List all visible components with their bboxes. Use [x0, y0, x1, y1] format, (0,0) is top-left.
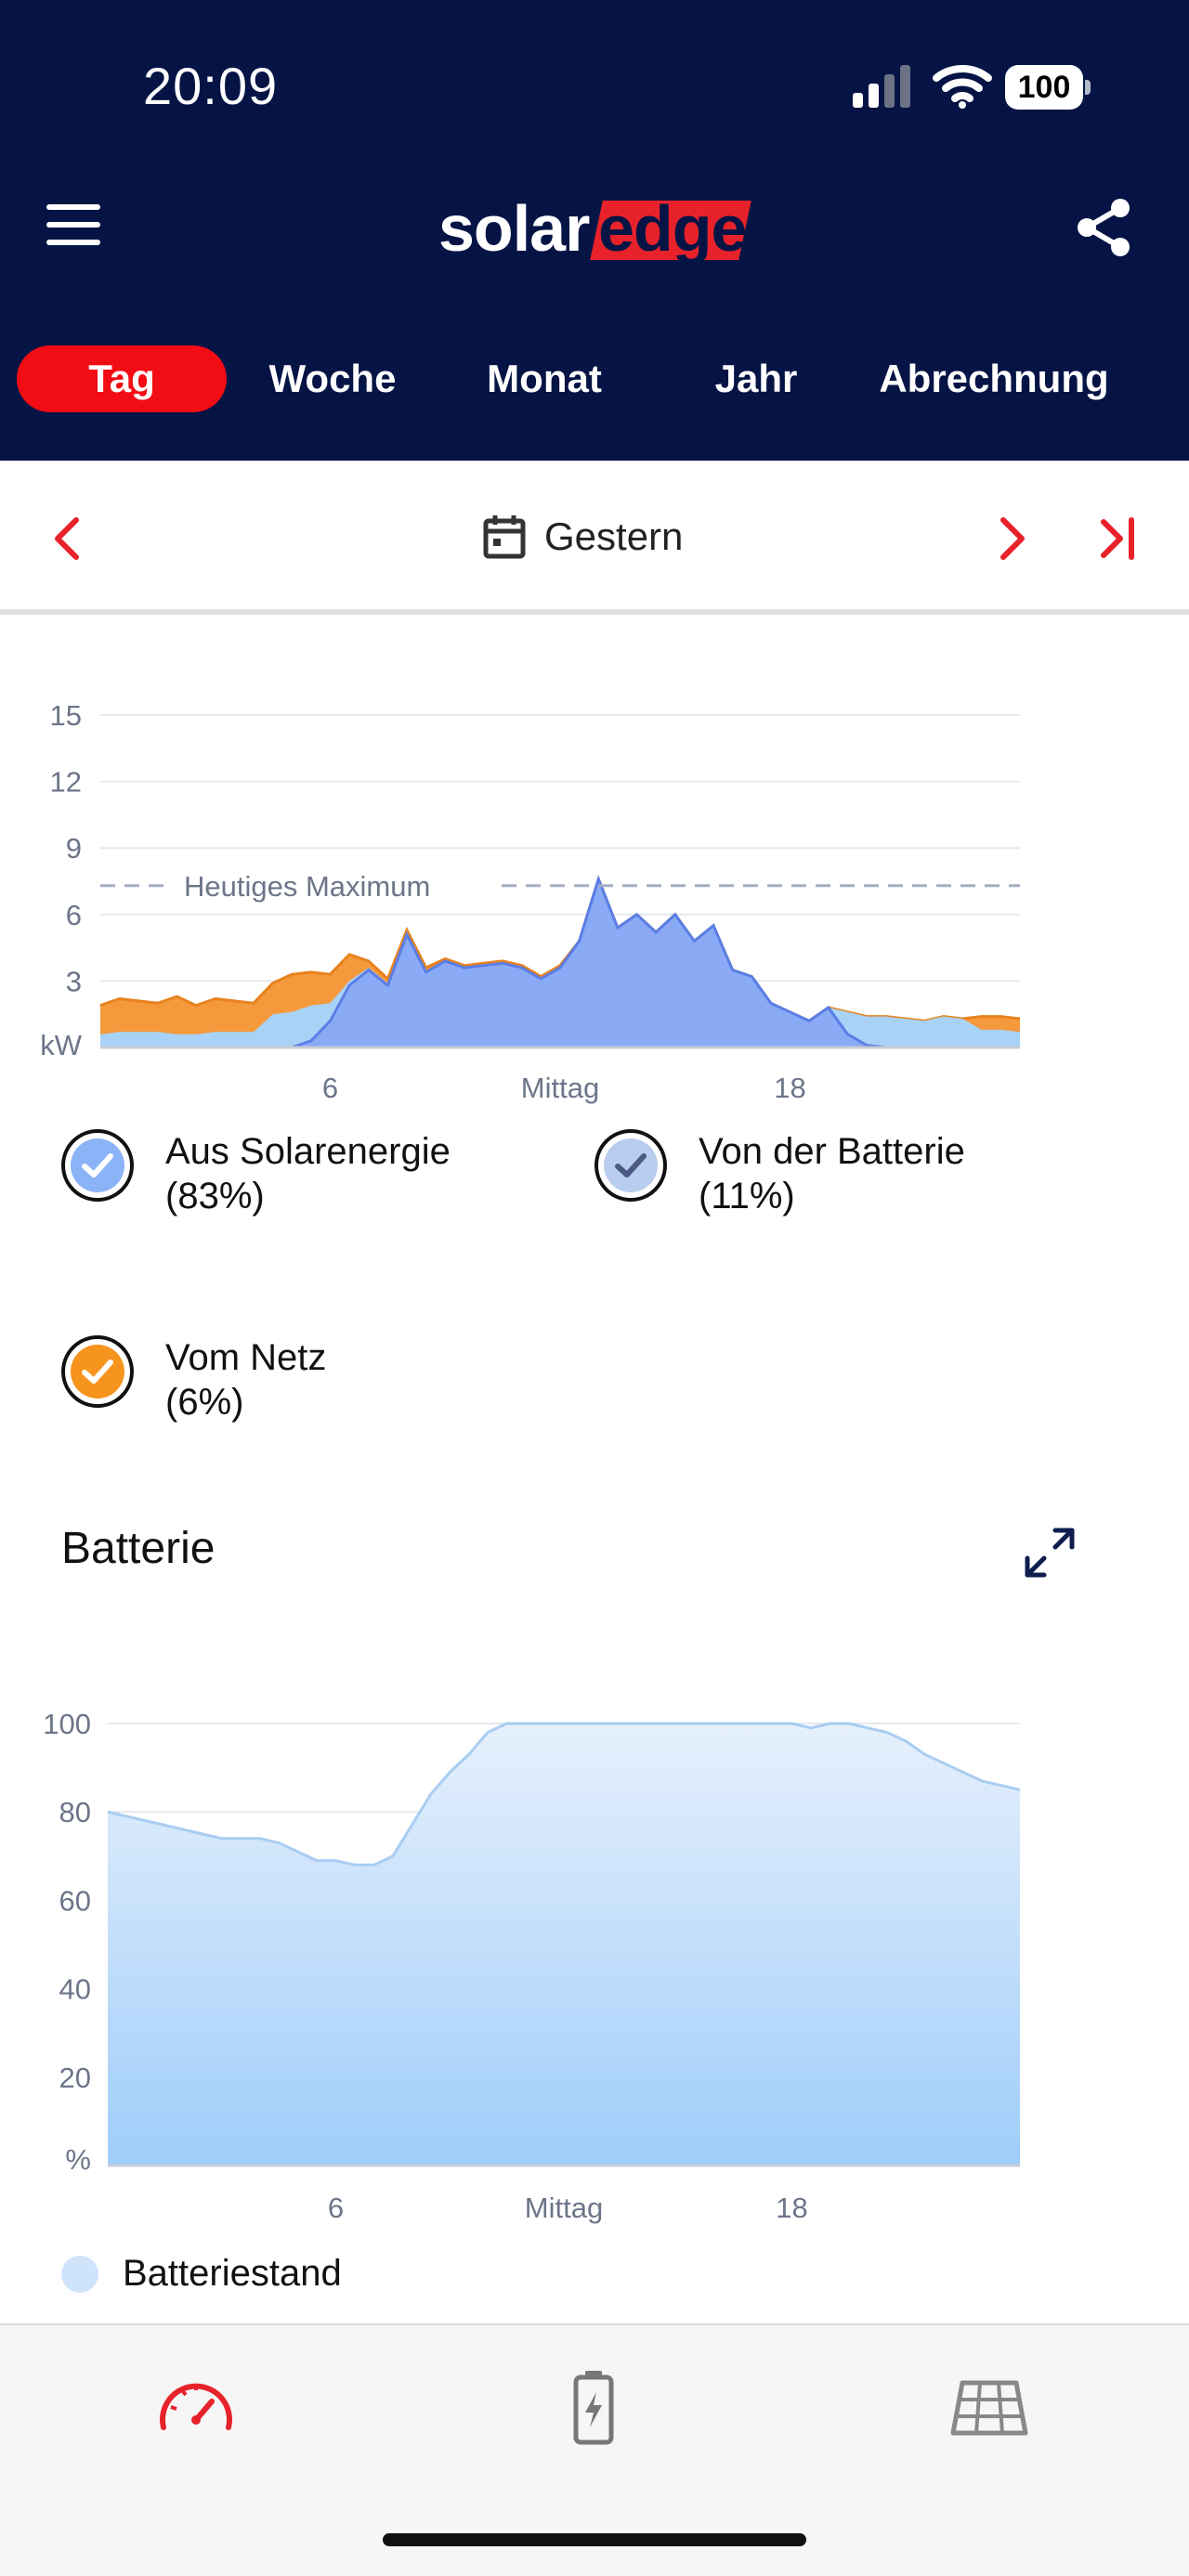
dashboard-gauge-icon[interactable] [154, 2366, 238, 2450]
battery-percent: 100 [1017, 70, 1071, 105]
legend-grid[interactable]: Vom Netz (6%) [61, 1335, 326, 1425]
solar-panel-icon[interactable] [947, 2366, 1031, 2450]
battery-level-chart: 100 80 60 40 20% 6 Mittag 18 [43, 1708, 1021, 2224]
battery-check-icon [604, 1138, 658, 1192]
battery-level-swatch [61, 2255, 98, 2293]
legend-battery[interactable]: Von der Batterie (11%) [594, 1129, 965, 1218]
x-tick-label: 6 [328, 2192, 344, 2224]
home-indicator [383, 2533, 806, 2546]
solaredge-logo: solar edge [438, 191, 754, 265]
y-tick-label: 40 [59, 1973, 91, 2006]
series-aus-solarenergie [100, 878, 1020, 1047]
expand-icon[interactable] [1022, 1525, 1078, 1581]
tab-woche[interactable]: Woche [268, 357, 397, 400]
series-batteriestand [108, 1724, 1020, 2166]
x-tick-label: 18 [776, 2192, 807, 2224]
legend-battery-percent: (11%) [699, 1176, 795, 1216]
legend-grid-label: Vom Netz [165, 1337, 327, 1378]
x-tick-label: 6 [322, 1072, 338, 1104]
y-tick-label: 9 [66, 832, 82, 865]
y-tick-label: 60 [59, 1884, 91, 1917]
y-tick-label: 100 [43, 1708, 91, 1740]
x-tick-label: 18 [774, 1072, 805, 1104]
x-tick-label: Mittag [521, 1072, 599, 1104]
wifi-icon [933, 65, 992, 109]
tab-monat[interactable]: Monat [487, 357, 602, 400]
calendar-icon [483, 515, 526, 559]
share-icon[interactable] [1074, 197, 1135, 258]
date-navigation: Gestern [0, 461, 1189, 615]
battery-level-label: Batteriestand [123, 2253, 342, 2294]
menu-button[interactable] [46, 204, 102, 249]
period-tabs: Tag Woche Monat Jahr Abrechnung [0, 345, 1189, 412]
chevron-right-icon[interactable] [990, 511, 1035, 566]
y-tick-label: 80 [59, 1796, 91, 1828]
y-tick-label: 6 [66, 899, 82, 931]
consumption-chart: 15 12 9 6 3 kW Heutiges Maximum 6 Mittag 18 [40, 699, 1021, 1104]
app-header: 20:09 100 solar edge Tag Woche Monat Jah… [0, 0, 1189, 461]
battery-level-legend[interactable]: Batteriestand [61, 2253, 342, 2295]
date-picker[interactable]: Gestern [483, 509, 683, 565]
series-batteriestand-line [107, 1722, 1021, 1867]
y-axis-unit: % [65, 2143, 91, 2176]
skip-to-end-icon[interactable] [1096, 511, 1141, 566]
date-label: Gestern [544, 514, 684, 558]
cellular-signal-icon [853, 65, 910, 108]
legend-solar[interactable]: Aus Solarenergie (83%) [61, 1129, 451, 1218]
series-von-der-batterie [100, 878, 1020, 1047]
max-annotation: Heutiges Maximum [184, 870, 430, 903]
tab-abrechnung[interactable]: Abrechnung [879, 357, 1109, 400]
legend-battery-label: Von der Batterie [699, 1131, 965, 1172]
legend-solar-percent: (83%) [165, 1176, 265, 1216]
battery-charging-icon[interactable] [552, 2366, 635, 2450]
grid-check-icon [71, 1345, 124, 1399]
y-tick-label: 3 [66, 965, 82, 997]
y-tick-label: 12 [50, 766, 82, 799]
battery-section-title: Batterie [61, 1524, 216, 1573]
x-tick-label: Mittag [525, 2192, 603, 2224]
tab-jahr[interactable]: Jahr [714, 357, 798, 400]
battery-status-icon: 100 [1005, 65, 1091, 110]
y-tick-label: 15 [50, 699, 82, 732]
solar-check-icon [71, 1138, 124, 1192]
status-time: 20:09 [143, 57, 279, 115]
chevron-left-icon[interactable] [45, 511, 89, 566]
y-axis-unit: kW [40, 1029, 83, 1061]
menu-icon [46, 204, 100, 210]
legend-solar-label: Aus Solarenergie [165, 1131, 451, 1172]
tab-tag[interactable]: Tag [17, 345, 227, 412]
y-tick-label: 20 [59, 2062, 91, 2094]
legend-grid-percent: (6%) [165, 1382, 244, 1423]
